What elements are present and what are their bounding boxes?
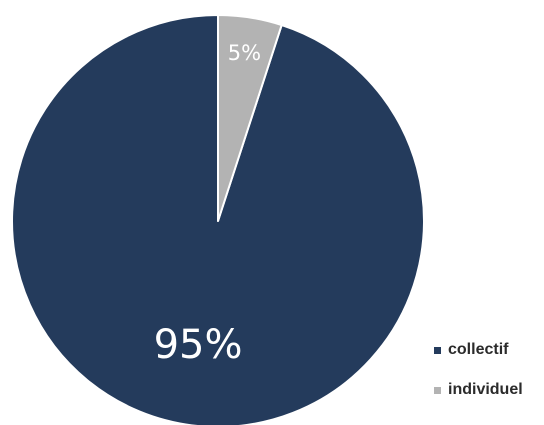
legend-item-individuel: individuel [434, 380, 542, 400]
legend-swatch-collectif [434, 346, 441, 354]
legend: collectif individuel [434, 340, 542, 420]
pie-labels: 95% 5% [154, 41, 262, 368]
pie-label-collectif: 95% [154, 322, 243, 368]
legend-swatch-individuel [434, 386, 441, 394]
pie-slice-individuel [217, 14, 283, 222]
legend-item-collectif: collectif [434, 340, 542, 360]
pie-label-individuel: 5% [228, 41, 261, 65]
pie-slices [11, 14, 425, 425]
legend-label-collectif: collectif [448, 341, 509, 358]
legend-label-individuel: individuel [448, 381, 523, 398]
